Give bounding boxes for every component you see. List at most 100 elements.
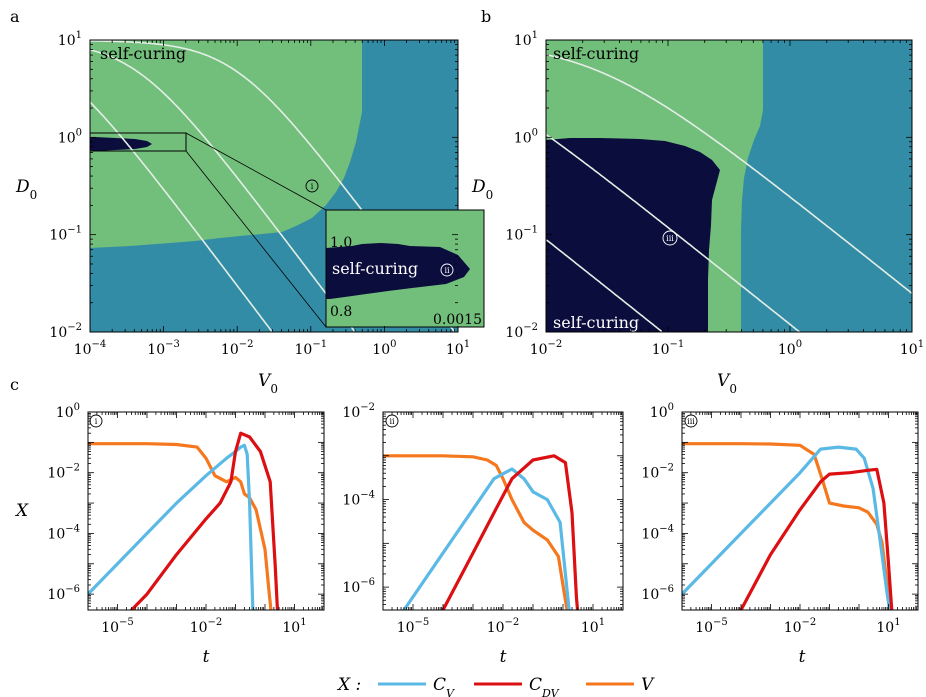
- svg-text:ii: ii: [444, 266, 450, 275]
- x-tick-label: 10−2: [190, 617, 223, 636]
- x-tick-label: 101: [446, 339, 470, 358]
- y-tick-label: 10−4: [47, 523, 80, 542]
- ylabel-c: X: [14, 501, 29, 521]
- time-series-i: 10−5 10−2 101 100 10−2 10−4 10−6 i t X: [14, 402, 325, 667]
- contour-line: [546, 238, 664, 332]
- y-tick-label: 10−4: [342, 490, 375, 509]
- inset-region-label: self-curing: [332, 259, 418, 278]
- axes-frame-b: [545, 39, 913, 333]
- y-tick-label: 10−1: [505, 225, 538, 244]
- series-line-c-v: [682, 445, 892, 610]
- ticks-b: 10−2 10−1 100 101 10−2 10−1 100 101: [505, 30, 924, 358]
- ticks-c-i: 10−5 10−2 101 100 10−2 10−4 10−6: [47, 402, 325, 636]
- series-line-c-v: [402, 467, 571, 610]
- y-tick-label: 10−6: [342, 577, 375, 596]
- ylabel-a: D0: [15, 177, 37, 202]
- x-tick-label: 100: [778, 339, 802, 358]
- xlabel-c-iii: t: [799, 647, 806, 667]
- inset-a: 1.0 0.8 0.0015 self-curing ii: [325, 209, 485, 328]
- mark-iii: iii: [662, 230, 678, 246]
- ticks-c-iii: 10−5 10−2 101 100 10−2 10−4 10−6: [641, 402, 919, 636]
- stable-region-iii-b: [546, 138, 720, 332]
- panel-label-b: b: [481, 7, 491, 26]
- axes-frame-c-ii: [382, 411, 624, 611]
- mark-i-c: i: [89, 414, 103, 428]
- mark-ii: ii: [440, 263, 454, 277]
- series-lines-i: [88, 431, 280, 610]
- contour-line: [90, 101, 274, 332]
- inset-frame: [325, 209, 485, 328]
- y-tick-label: 10−2: [342, 402, 375, 421]
- xlabel-a: V0: [258, 371, 278, 396]
- x-tick-label: 10−3: [147, 339, 180, 358]
- series-line-v: [88, 442, 273, 610]
- x-tick-label: 101: [900, 339, 924, 358]
- axes-frame-c-i: [87, 411, 325, 611]
- contour-line: [90, 49, 357, 332]
- series-lines-iii: [682, 442, 894, 610]
- x-tick-label: 10−2: [487, 617, 520, 636]
- contours-b: [546, 53, 912, 332]
- x-tick-label: 10−2: [530, 339, 563, 358]
- series-line-c-dv: [441, 454, 580, 610]
- y-tick-label: 10−2: [505, 322, 538, 341]
- y-tick-label: 101: [514, 30, 538, 49]
- ticks-a: 10−4 10−3 10−2 10−1 100 101 10−2 10−1 100 101: [49, 30, 470, 358]
- ylabel-b: D0: [471, 177, 493, 202]
- svg-text:iii: iii: [687, 417, 695, 426]
- legend-label-cdv: CDV: [529, 675, 560, 697]
- xlabel-b: V0: [717, 371, 737, 396]
- y-tick-label: 10−6: [47, 584, 80, 603]
- axes-frame-a: [89, 39, 459, 333]
- legend-prefix: X :: [336, 675, 361, 695]
- region-label-a: self-curing: [100, 44, 186, 63]
- y-tick-label: 10−2: [641, 463, 674, 482]
- svg-text:iii: iii: [666, 234, 674, 243]
- y-tick-label: 10−1: [49, 225, 82, 244]
- contour-line: [546, 133, 801, 332]
- phase-diagram-a: 1.0 0.8 0.0015 self-curing ii self-curin…: [15, 30, 485, 396]
- y-tick-label: 100: [514, 127, 538, 146]
- y-tick-label: 100: [56, 402, 80, 421]
- series-line-c-v: [88, 443, 255, 610]
- xlabel-c-i: t: [203, 647, 210, 667]
- x-tick-label: 10−5: [695, 617, 728, 636]
- region-label-b-top: self-curing: [553, 44, 639, 63]
- x-tick-label: 100: [372, 339, 396, 358]
- svg-text:i: i: [95, 417, 98, 426]
- panel-label-a: a: [10, 7, 20, 26]
- region-label-b-bottom: self-curing: [553, 313, 639, 332]
- zoom-line-bottom: [185, 150, 327, 328]
- x-tick-label: 10−1: [295, 339, 328, 358]
- x-tick-label: 101: [876, 617, 900, 636]
- series-line-c-dv: [739, 467, 894, 610]
- legend: X : CV CDV V: [336, 675, 655, 697]
- zoom-line-top: [185, 132, 327, 211]
- self-curing-region-a: [90, 40, 362, 248]
- inset-xtick-right: 0.0015: [433, 312, 482, 328]
- panel-label-c: c: [10, 375, 19, 394]
- mark-iii-c: iii: [684, 414, 698, 428]
- y-tick-label: 101: [58, 30, 82, 49]
- x-tick-label: 10−4: [74, 339, 107, 358]
- contour-line: [546, 53, 912, 295]
- time-series-ii: 10−5 10−2 101 10−2 10−4 10−6 ii t: [342, 402, 624, 667]
- series-line-v: [383, 454, 569, 610]
- legend-label-cv: CV: [433, 675, 455, 697]
- x-tick-label: 10−5: [397, 617, 430, 636]
- series-line-c-dv: [129, 431, 280, 610]
- y-tick-label: 10−2: [47, 463, 80, 482]
- series-lines-ii: [383, 454, 580, 610]
- svg-text:i: i: [311, 182, 314, 191]
- inset-ytick-bottom: 0.8: [330, 304, 352, 320]
- inset-self-curing-pocket: [326, 243, 470, 299]
- self-curing-pocket-i-a: [90, 137, 152, 151]
- x-tick-label: 101: [581, 617, 605, 636]
- ticks-c-ii: 10−5 10−2 101 10−2 10−4 10−6: [342, 402, 624, 636]
- x-tick-label: 10−1: [652, 339, 685, 358]
- x-tick-label: 10−5: [101, 617, 134, 636]
- x-tick-label: 101: [282, 617, 306, 636]
- svg-text:ii: ii: [389, 417, 395, 426]
- y-tick-label: 100: [58, 127, 82, 146]
